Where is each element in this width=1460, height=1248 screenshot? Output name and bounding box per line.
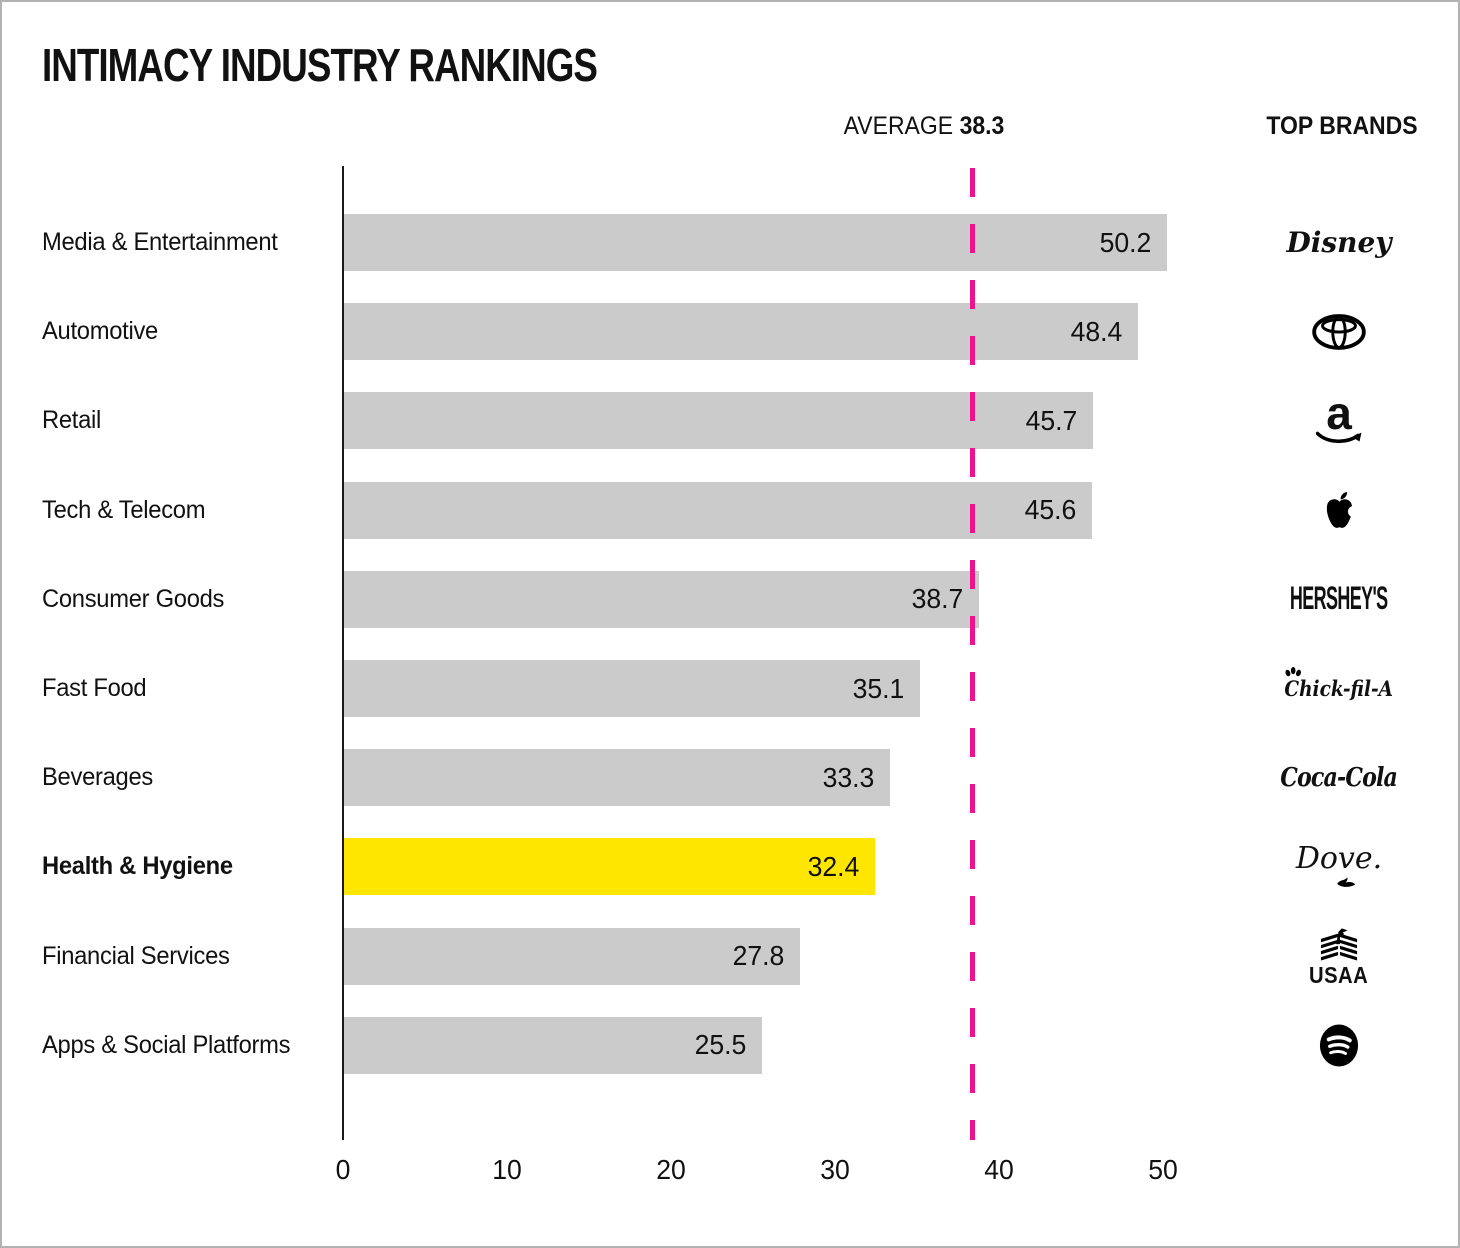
apple-logo xyxy=(1326,491,1355,528)
chart-row: Media & Entertainment 50.2 Disney xyxy=(2,214,1458,271)
x-tick-label: 10 xyxy=(492,1154,522,1185)
y-axis-line xyxy=(342,166,344,1140)
bar: 45.7 xyxy=(344,392,1093,450)
usaa-logo: USAA xyxy=(1305,927,1372,986)
dove-bird-icon xyxy=(1337,877,1356,888)
usaa-eagle-icon xyxy=(1320,928,1358,961)
bar: 25.5 xyxy=(344,1016,762,1074)
brand-logo-cell xyxy=(1239,482,1439,539)
x-tick-label: 20 xyxy=(656,1154,686,1185)
chart-row: Consumer Goods 38.7 HERSHEY'S xyxy=(2,570,1458,628)
brand-logo-cell: Chick-fil-A xyxy=(1239,660,1439,717)
top-brands-header: TOP BRANDS xyxy=(1266,112,1418,140)
brand-logo-cell: Coca-Cola xyxy=(1239,749,1439,806)
x-tick-label: 0 xyxy=(335,1154,351,1185)
spotify-logo xyxy=(1319,1024,1359,1067)
x-tick-label: 40 xyxy=(984,1154,1014,1185)
category-label: Health & Hygiene xyxy=(42,852,233,881)
chart-row: Tech & Telecom 45.6 xyxy=(2,481,1458,539)
category-label: Tech & Telecom xyxy=(42,495,206,524)
bar: 38.7 xyxy=(344,570,979,628)
dove-logo: Dove. xyxy=(1296,844,1382,889)
brand-logo-cell xyxy=(1239,303,1439,360)
chart-row: Financial Services 27.8 USAA xyxy=(2,927,1458,986)
chart-row: Fast Food 35.1 Chick-fil-A xyxy=(2,660,1458,717)
average-value: 38.3 xyxy=(959,112,1005,140)
bar-value-label: 25.5 xyxy=(694,1029,746,1061)
brand-logo-cell: USAA xyxy=(1239,927,1439,986)
bar: 32.4 xyxy=(344,838,875,896)
bar: 48.4 xyxy=(344,303,1138,361)
usaa-wordmark: USAA xyxy=(1309,961,1369,988)
brand-logo-cell xyxy=(1239,1017,1439,1074)
bar-value-label: 33.3 xyxy=(822,761,874,793)
bar: 35.1 xyxy=(344,660,920,717)
chart-title: INTIMACY INDUSTRY RANKINGS xyxy=(42,39,598,91)
chick-fil-a-comb-icon xyxy=(1285,667,1302,677)
disney-logo: Disney xyxy=(1286,226,1392,259)
average-label: AVERAGE 38.3 xyxy=(844,112,1005,141)
dove-wordmark: Dove. xyxy=(1295,841,1383,877)
average-reference-line xyxy=(970,168,976,1140)
category-label: Retail xyxy=(42,406,102,435)
bar-value-label: 45.6 xyxy=(1024,494,1076,526)
chart-row: Health & Hygiene 32.4 Dove. xyxy=(2,838,1458,896)
bar: 45.6 xyxy=(344,481,1092,539)
average-label-text: AVERAGE xyxy=(843,112,954,140)
bar-value-label: 38.7 xyxy=(911,583,963,615)
chick-fil-a-logo: Chick-fil-A xyxy=(1284,667,1394,701)
bar-value-label: 32.4 xyxy=(807,850,859,882)
chart-row: Beverages 33.3 Coca-Cola xyxy=(2,749,1458,807)
bar: 33.3 xyxy=(344,749,890,807)
brand-logo-cell: HERSHEY'S xyxy=(1239,571,1439,628)
category-label: Consumer Goods xyxy=(42,584,225,613)
bar-value-label: 45.7 xyxy=(1025,404,1077,436)
bar-value-label: 35.1 xyxy=(852,672,904,704)
bar: 50.2 xyxy=(344,214,1167,271)
bar-value-label: 27.8 xyxy=(732,940,784,972)
hersheys-logo: HERSHEY'S xyxy=(1290,580,1388,617)
category-label: Financial Services xyxy=(42,941,230,970)
category-label: Media & Entertainment xyxy=(42,228,278,256)
coca-cola-logo: Coca-Cola xyxy=(1280,762,1399,793)
bar: 27.8 xyxy=(344,927,800,985)
amazon-logo: a xyxy=(1316,386,1362,446)
chart-row: Apps & Social Platforms 25.5 xyxy=(2,1016,1458,1074)
category-label: Automotive xyxy=(42,317,158,346)
x-tick-label: 30 xyxy=(820,1154,850,1185)
brand-logo-cell: a xyxy=(1239,386,1439,449)
toyota-logo xyxy=(1312,313,1366,350)
brand-logo-cell: Disney xyxy=(1239,214,1439,271)
bar-value-label: 50.2 xyxy=(1099,226,1151,258)
chart-row: Automotive 48.4 xyxy=(2,303,1458,361)
category-label: Fast Food xyxy=(42,674,147,702)
category-label: Beverages xyxy=(42,763,153,792)
chick-fil-a-wordmark: Chick-fil-A xyxy=(1284,676,1394,701)
bar-value-label: 48.4 xyxy=(1070,315,1122,347)
x-tick-label: 50 xyxy=(1148,1154,1178,1185)
amazon-a-wordmark: a xyxy=(1326,386,1352,439)
amazon-smile-icon xyxy=(1316,431,1362,443)
brand-logo-cell: Dove. xyxy=(1239,838,1439,895)
category-label: Apps & Social Platforms xyxy=(42,1030,291,1059)
chart-row: Retail 45.7 a xyxy=(2,386,1458,450)
